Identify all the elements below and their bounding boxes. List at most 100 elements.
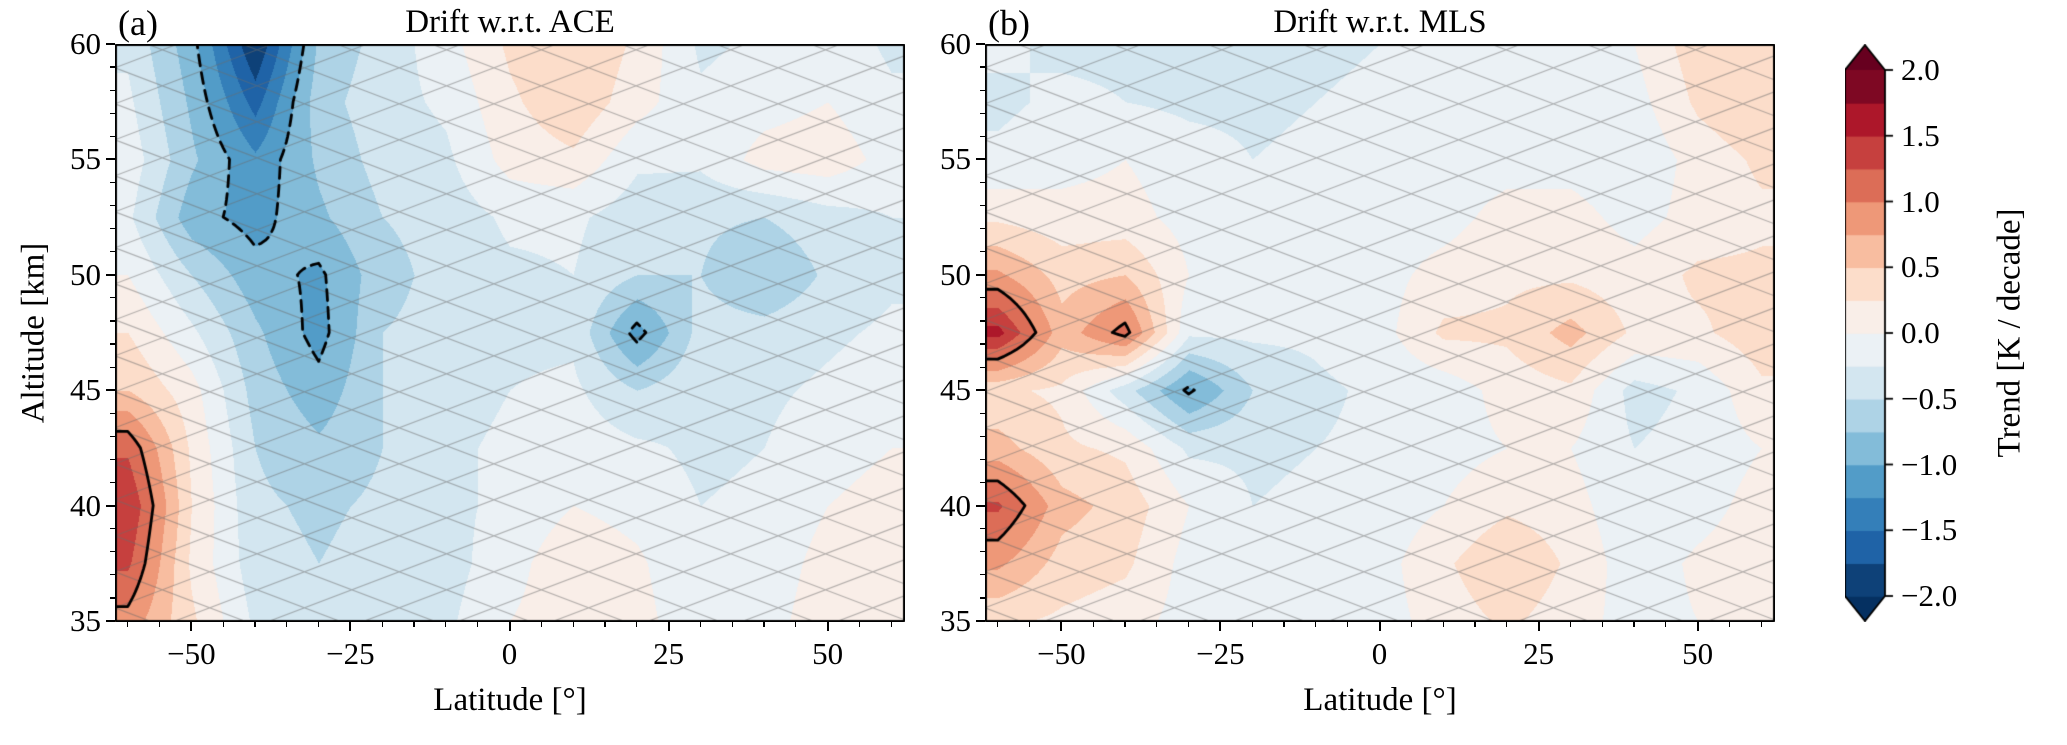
x-minor-tick-mark [731, 622, 733, 627]
x-minor-tick-mark [445, 622, 447, 627]
colorbar-tick-label: 0.5 [1901, 249, 1940, 285]
colorbar-tick-label: 0.0 [1901, 315, 1940, 350]
panel-a-tag: (a) [118, 3, 158, 43]
y-minor-tick-mark [980, 297, 985, 299]
x-tick-label: −25 [1196, 636, 1245, 671]
x-minor-tick-mark [1442, 622, 1444, 627]
y-minor-tick-mark [980, 228, 985, 230]
x-tick-label: −50 [1037, 636, 1086, 671]
y-minor-tick-mark [110, 528, 115, 530]
y-minor-tick-mark [980, 366, 985, 368]
y-minor-tick-mark [980, 204, 985, 207]
y-minor-tick-mark [110, 135, 115, 137]
y-tick-label: 55 [70, 141, 101, 177]
x-minor-tick-mark [858, 622, 861, 627]
y-tick-label: 35 [70, 603, 101, 638]
x-minor-tick-mark [795, 622, 797, 627]
x-tick-mark [190, 622, 193, 631]
y-tick-label: 40 [70, 487, 101, 523]
y-minor-tick-mark [980, 412, 985, 414]
y-minor-tick-mark [980, 343, 985, 345]
y-tick-mark [976, 389, 985, 392]
colorbar-label: Trend [K / decade] [1991, 208, 2028, 458]
x-tick-label: 25 [1523, 636, 1555, 671]
x-minor-tick-mark [1124, 622, 1126, 627]
colorbar-tick-label: −1.5 [1901, 512, 1958, 548]
y-minor-tick-mark [980, 112, 985, 114]
x-minor-tick-mark [997, 622, 999, 627]
y-minor-tick-mark [110, 412, 115, 414]
y-minor-tick-mark [110, 481, 115, 484]
y-minor-tick-mark [980, 551, 985, 553]
y-tick-mark [106, 504, 115, 507]
y-minor-tick-mark [980, 458, 985, 461]
x-minor-tick-mark [1028, 622, 1031, 627]
x-minor-tick-mark [1633, 622, 1635, 627]
y-minor-tick-mark [110, 89, 115, 91]
x-minor-tick-mark [1474, 622, 1476, 627]
y-minor-tick-mark [110, 597, 115, 599]
x-minor-tick-mark [1315, 622, 1317, 627]
y-minor-tick-mark [980, 597, 985, 599]
y-minor-tick-mark [110, 228, 115, 230]
x-minor-tick-mark [158, 622, 161, 627]
x-minor-tick-mark [890, 622, 892, 627]
y-tick-label: 50 [70, 256, 101, 292]
y-minor-tick-mark [980, 481, 985, 484]
x-tick-mark [1696, 622, 1699, 631]
x-minor-tick-mark [604, 622, 606, 627]
x-minor-tick-mark [1283, 622, 1285, 627]
y-minor-tick-mark [980, 251, 985, 253]
y-tick-label: 50 [940, 256, 971, 292]
y-tick-mark [976, 504, 985, 507]
y-minor-tick-mark [110, 112, 115, 114]
x-minor-tick-mark [1092, 622, 1094, 627]
y-minor-tick-mark [110, 251, 115, 253]
y-minor-tick-mark [110, 204, 115, 207]
y-minor-tick-mark [980, 89, 985, 91]
y-tick-label: 40 [940, 487, 971, 523]
x-minor-tick-mark [254, 622, 256, 627]
x-minor-tick-mark [636, 622, 638, 627]
y-minor-tick-mark [110, 181, 115, 184]
y-tick-mark [106, 620, 115, 622]
contour-plot-a-canvas [115, 44, 905, 622]
y-minor-tick-mark [980, 574, 985, 576]
contour-plot-b-canvas [985, 44, 1775, 622]
x-minor-tick-mark [1188, 622, 1190, 627]
x-tick-mark [349, 622, 352, 631]
x-tick-label: −50 [167, 636, 216, 671]
y-minor-tick-mark [980, 320, 985, 322]
y-minor-tick-mark [980, 66, 985, 68]
panel-b-tag: (b) [988, 3, 1030, 43]
x-tick-label: 50 [812, 636, 844, 671]
y-tick-label: 55 [940, 141, 971, 177]
y-tick-label: 45 [70, 372, 101, 408]
x-minor-tick-mark [413, 622, 415, 627]
y-tick-mark [976, 43, 985, 45]
y-tick-label: 60 [940, 26, 971, 61]
x-tick-mark [508, 622, 511, 631]
y-minor-tick-mark [110, 66, 115, 68]
y-tick-label: 45 [940, 372, 971, 408]
y-minor-tick-mark [980, 528, 985, 530]
x-minor-tick-mark [1728, 622, 1731, 627]
colorbar-tick-label: 1.5 [1901, 117, 1940, 153]
x-tick-label: 0 [1371, 636, 1388, 671]
colorbar-tick-label: 1.0 [1901, 183, 1940, 219]
colorbar-canvas [1845, 44, 1899, 622]
panel-b-title: Drift w.r.t. MLS [1273, 4, 1487, 40]
y-tick-mark [976, 158, 985, 161]
colorbar-tick-label: −2.0 [1901, 578, 1958, 613]
colorbar-tick-label: 2.0 [1901, 52, 1940, 87]
x-minor-tick-mark [1506, 622, 1508, 627]
y-tick-mark [106, 158, 115, 161]
x-minor-tick-mark [127, 622, 129, 627]
y-minor-tick-mark [110, 343, 115, 345]
y-minor-tick-mark [110, 458, 115, 461]
x-minor-tick-mark [1569, 622, 1571, 627]
x-axis-label-b: Latitude [°] [1303, 682, 1457, 718]
colorbar-tick-label: −0.5 [1901, 380, 1958, 416]
y-minor-tick-mark [980, 435, 985, 437]
